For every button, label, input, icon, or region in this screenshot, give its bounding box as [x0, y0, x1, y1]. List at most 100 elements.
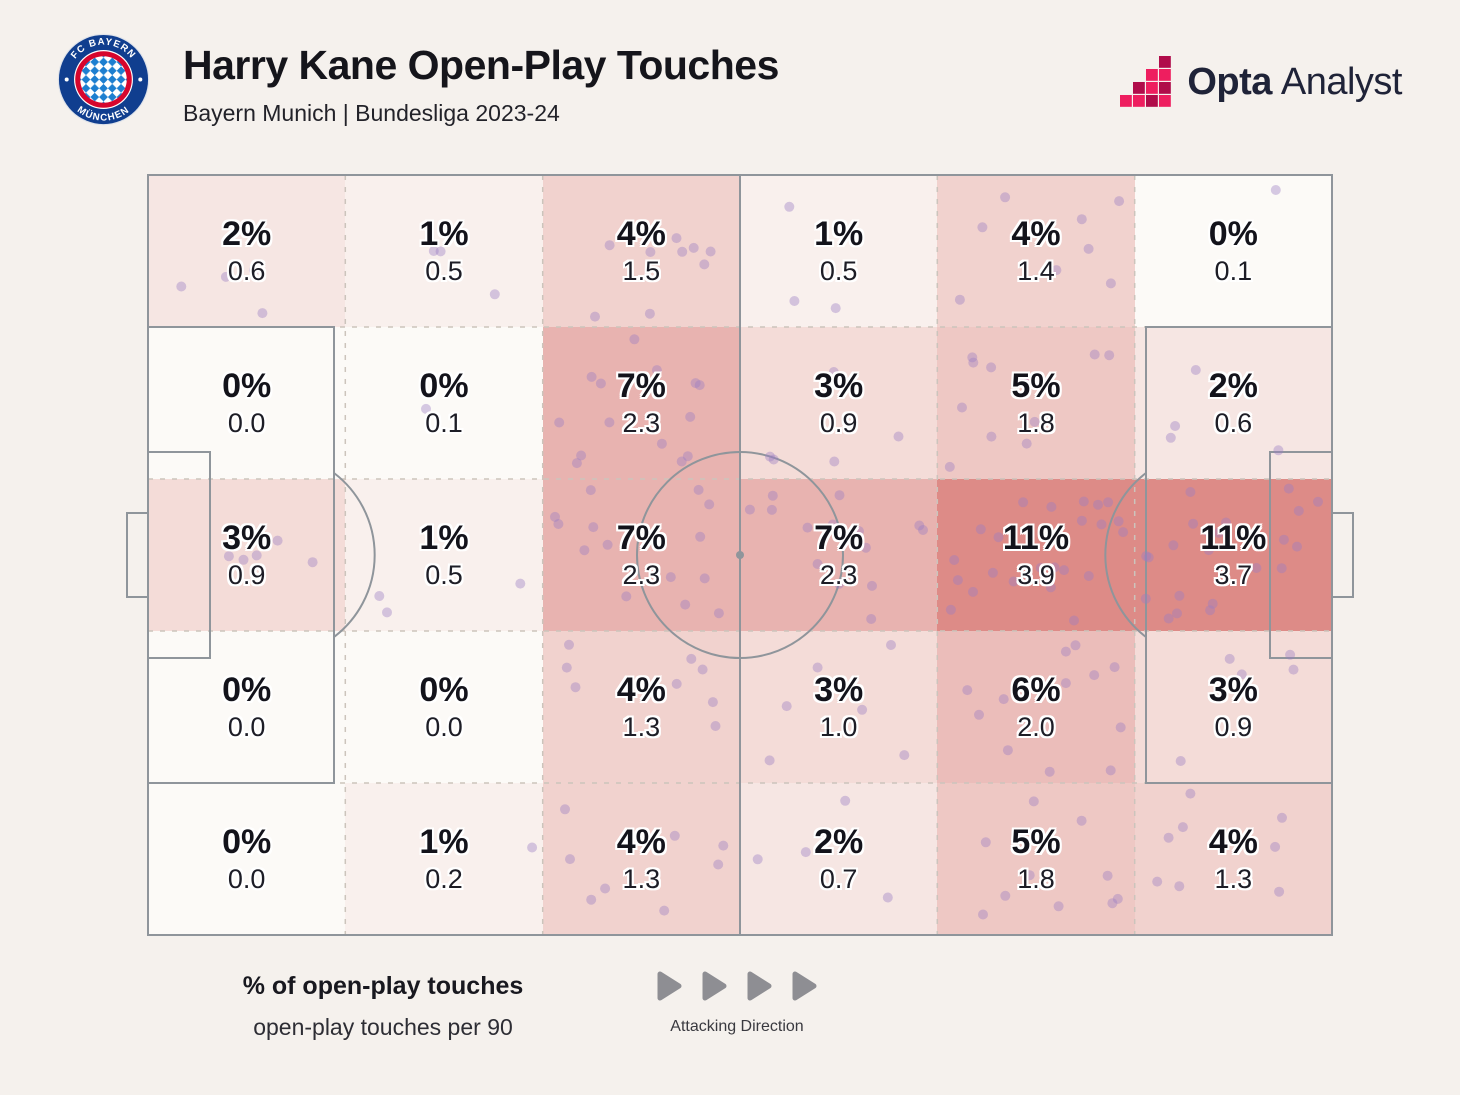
zone-r1-c3 — [542, 175, 740, 327]
centre-spot — [736, 551, 744, 559]
touch-dot — [651, 365, 662, 376]
touch-dot — [1113, 516, 1124, 527]
touch-dot — [766, 504, 777, 515]
touch-dot — [704, 499, 715, 510]
opta-bars-icon — [1120, 56, 1172, 107]
touch-dot — [690, 378, 701, 389]
touch-dot — [1103, 497, 1114, 508]
touch-dot — [1089, 349, 1100, 360]
touch-dot — [977, 222, 988, 233]
zone-pct-value: 0% — [222, 671, 272, 709]
touch-dot — [812, 559, 823, 569]
pitch-outline-group — [126, 174, 1354, 936]
zone-label-r4-c6: 3% 0.9 — [1135, 631, 1332, 783]
touch-dot — [570, 682, 581, 693]
zone-r1-c4 — [740, 175, 938, 327]
zone-label-r2-c6: 2% 0.6 — [1135, 327, 1332, 479]
zone-label-r4-c4: 3% 1.0 — [740, 631, 937, 783]
touch-dot — [1177, 822, 1188, 833]
touch-dot — [1112, 893, 1123, 904]
touch-dot — [1163, 832, 1174, 843]
zone-per90-value: 0.0 — [227, 408, 266, 438]
touch-dot — [564, 639, 574, 650]
touch-dot — [1114, 196, 1125, 207]
touch-dot — [882, 892, 893, 903]
touch-dot — [1002, 745, 1013, 756]
zone-label-r5-c6: 4% 1.3 — [1135, 783, 1332, 935]
pitch-heatmap: 2% 0.6 1% 0.5 4% 1.5 1% 0.5 4% 1.4 0% 0.1 0% 0.0 0% 0.1… — [126, 174, 1354, 936]
touch-dot — [713, 608, 724, 619]
touch-dot — [1221, 517, 1231, 528]
touch-dot — [986, 362, 997, 373]
touch-dot — [834, 578, 845, 589]
zone-label-r3-c2: 1% 0.5 — [345, 479, 542, 631]
zone-label-r1-c4: 1% 0.5 — [740, 175, 937, 327]
attacking-direction: Attacking Direction — [617, 970, 857, 1036]
zone-per90-value: 2.3 — [622, 560, 661, 590]
touch-dot — [1060, 646, 1071, 657]
zone-r3-c2 — [345, 479, 543, 631]
touch-dot — [840, 795, 851, 806]
zone-per90-value: 1.8 — [1017, 408, 1055, 438]
zone-label-r1-c2: 1% 0.5 — [345, 175, 542, 327]
touch-dot — [914, 520, 925, 531]
touch-dot — [695, 531, 706, 542]
touch-dot — [1051, 265, 1062, 276]
touch-dot — [1008, 576, 1019, 587]
touch-dot — [954, 294, 965, 305]
touch-dot — [768, 454, 779, 465]
touch-dot — [828, 367, 839, 377]
touch-dot — [1000, 890, 1011, 901]
zone-pct-value: 0% — [419, 367, 469, 405]
opta-analyst-logo: Opta Analyst — [1120, 56, 1403, 108]
zone-r3-c6 — [1134, 479, 1332, 631]
touch-dot — [975, 524, 986, 535]
touch-dot — [945, 604, 956, 615]
touch-dot — [1118, 527, 1129, 538]
touch-dot — [1140, 593, 1151, 604]
zone-per90-value: 1.3 — [1214, 864, 1253, 894]
zone-label-r5-c1: 0% 0.0 — [148, 783, 345, 935]
touch-dot — [1093, 499, 1103, 510]
touch-dot — [1207, 598, 1218, 609]
touch-dot — [1288, 664, 1299, 675]
touch-dot — [682, 451, 693, 462]
touch-dot — [1170, 421, 1181, 431]
touch-dot — [944, 461, 955, 472]
zone-per90-value: 1.0 — [819, 712, 858, 742]
zone-pct-value: 5% — [1011, 823, 1061, 861]
touch-dot — [223, 551, 234, 562]
touch-dot — [220, 271, 231, 282]
touch-dot — [802, 522, 813, 533]
zone-r2-c1 — [148, 327, 346, 479]
zone-per90-value: 0.0 — [425, 712, 463, 742]
zone-pct-value: 6% — [1011, 671, 1061, 709]
zone-label-r5-c2: 1% 0.2 — [345, 783, 542, 935]
touch-dot — [1115, 722, 1126, 733]
zone-pct-value: 0% — [1208, 215, 1258, 253]
zone-pct-value: 4% — [616, 671, 666, 709]
zone-r5-c2 — [345, 783, 543, 935]
touch-dot — [1018, 497, 1029, 508]
touch-dot — [978, 909, 988, 920]
touch-dot — [1021, 438, 1032, 449]
zone-r1-c1 — [148, 175, 346, 327]
zone-r4-c1 — [148, 631, 346, 783]
zone-per90-value: 0.9 — [1214, 712, 1253, 742]
touch-dot — [694, 380, 705, 391]
touch-dot — [1078, 496, 1089, 507]
zone-pct-value: 3% — [222, 519, 272, 557]
touch-dot — [680, 599, 691, 610]
touch-dot — [1174, 881, 1185, 892]
touch-dot — [1174, 590, 1185, 601]
touch-dot — [1109, 662, 1120, 673]
touch-dot — [800, 847, 811, 858]
touch-dot — [1278, 534, 1289, 545]
zone-label-r4-c5: 6% 2.0 — [937, 631, 1134, 783]
zone-per90-value: 2.3 — [622, 408, 661, 438]
touch-dot — [1046, 501, 1057, 512]
touch-dot — [590, 311, 600, 322]
touch-dot — [1035, 562, 1046, 573]
zone-label-r3-c3: 7% 2.3 — [543, 479, 740, 631]
touch-dot — [644, 308, 655, 319]
